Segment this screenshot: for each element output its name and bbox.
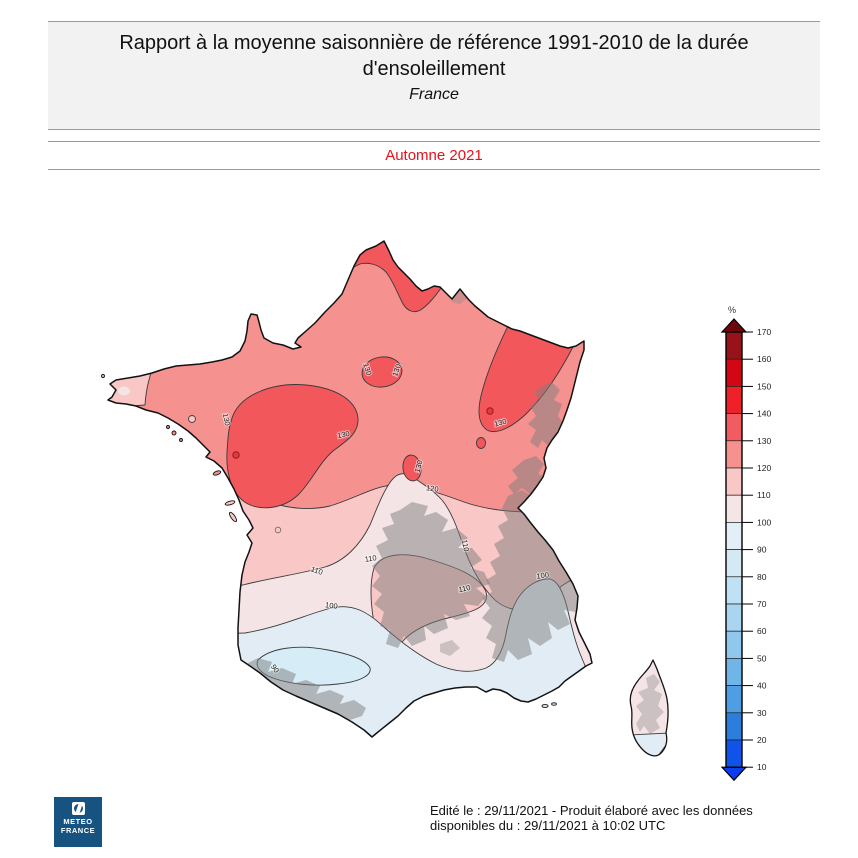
red-blob-small-ne <box>476 437 486 449</box>
legend-tick-label: 100 <box>757 517 771 527</box>
legend-tick-label: 80 <box>757 572 767 582</box>
page-title: Rapport à la moyenne saisonnière de réfé… <box>119 32 749 80</box>
contour-value-label: 120 <box>426 483 440 494</box>
legend-tick-label: 170 <box>757 327 771 337</box>
legend-segment <box>725 658 743 686</box>
contour-value-label: 130 <box>493 417 507 429</box>
legend-segment <box>725 413 743 442</box>
legend-tick-label: 20 <box>757 735 767 745</box>
legend-segment <box>725 522 743 550</box>
legend-tick-label: 50 <box>757 653 767 663</box>
corsica-south-band <box>630 732 669 756</box>
meteo-france-logo: METEO FRANCE <box>54 797 102 847</box>
red-blob-west <box>226 384 359 509</box>
legend-segment <box>725 630 743 659</box>
contour-value-label: 100 <box>325 600 339 611</box>
region-subtitle: France <box>409 86 459 103</box>
legend-tick-label: 130 <box>757 436 771 446</box>
legend-unit: % <box>728 305 736 315</box>
legend-segment <box>725 494 743 523</box>
legend-segment <box>725 331 743 360</box>
legend-arrow-up <box>720 318 748 333</box>
legend-arrow-down <box>720 766 748 782</box>
legend-tick-label: 110 <box>757 490 771 500</box>
legend-tick-label: 60 <box>757 626 767 636</box>
meteo-france-globe-icon <box>71 802 85 815</box>
contour-value-label: 110 <box>458 583 472 594</box>
logo-line1: METEO <box>63 817 93 826</box>
color-scale-legend: % 170 160 150 140 130 120 110 100 90 80 70 60 50 40 30 2… <box>720 305 771 782</box>
legend-tick-label: 90 <box>757 545 767 555</box>
contour-value-label: 130 <box>336 429 350 440</box>
credit-line1: Edité le : 29/11/2021 - Produit élaboré … <box>430 803 753 818</box>
legend-tick-label: 150 <box>757 381 771 391</box>
period-label: Automne 2021 <box>385 147 483 164</box>
station-dot-nantes <box>232 451 240 459</box>
closed-contour-dot-lorient <box>188 415 196 423</box>
legend-segment <box>725 440 743 469</box>
period-panel: Automne 2021 <box>48 141 820 170</box>
france-coastline <box>107 240 593 738</box>
contour-value-label: 130 <box>221 412 232 426</box>
legend-segment <box>725 549 743 578</box>
logo-text: METEO FRANCE <box>54 817 102 835</box>
legend-tick-label: 140 <box>757 409 771 419</box>
title-panel: Rapport à la moyenne saisonnière de réfé… <box>48 22 820 130</box>
contour-value-label: 100 <box>536 570 550 581</box>
legend-segment <box>725 576 743 605</box>
legend-tick-label: 10 <box>757 762 767 772</box>
closed-contour-dot-charentes <box>274 526 282 534</box>
red-blob-paris <box>361 356 403 388</box>
legend-segment <box>725 603 743 632</box>
legend-tick-label: 160 <box>757 354 771 364</box>
legend-segment <box>725 712 743 741</box>
header-top-rule <box>48 21 820 22</box>
legend-segment <box>725 386 743 414</box>
logo-line2: FRANCE <box>60 826 96 835</box>
credit-line2: disponibles du : 29/11/2021 à 10:02 UTC <box>430 818 666 833</box>
edition-credit: Edité le : 29/11/2021 - Produit élaboré … <box>430 803 830 833</box>
station-dot-nancy <box>486 407 494 415</box>
red-blob-center <box>402 454 422 482</box>
legend-tick-label: 70 <box>757 599 767 609</box>
legend-tick-label: 120 <box>757 463 771 473</box>
station-dots <box>188 407 494 534</box>
legend-segment <box>725 358 743 387</box>
legend-segment <box>725 467 743 496</box>
corsica-coastline <box>629 659 669 757</box>
legend-tick-label: 40 <box>757 681 767 691</box>
islands <box>101 374 557 708</box>
mainland-fill-layers <box>108 241 592 737</box>
brittany-tip-spot <box>118 386 130 396</box>
legend-segment <box>725 685 743 714</box>
contour-value-label: 130 <box>413 459 425 473</box>
red-blob-north <box>351 241 449 313</box>
corsica-terrain <box>636 674 664 734</box>
corsica-fill-layers <box>630 660 669 756</box>
legend-segment <box>725 739 743 768</box>
contour-value-label: 110 <box>460 539 471 552</box>
legend-tick-label: 30 <box>757 708 767 718</box>
contour-value-label: 110 <box>364 553 377 564</box>
